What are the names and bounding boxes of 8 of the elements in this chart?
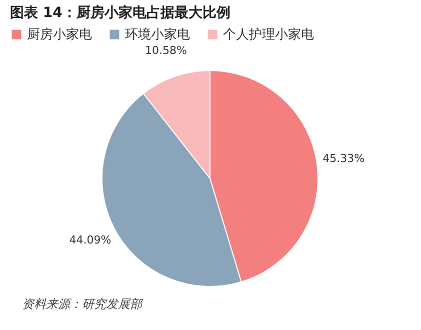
legend-label: 环境小家电 — [125, 26, 190, 43]
data-label: 10.58% — [144, 44, 187, 57]
text: 资料来源：研究发展部 — [22, 296, 142, 313]
data-label: 45.33% — [322, 152, 365, 165]
legend-label: 个人护理小家电 — [223, 26, 314, 43]
data-label: 44.09% — [69, 234, 112, 247]
legend-label: 厨房小家电 — [27, 26, 92, 43]
chart-title: 图表 14：厨房小家电占据最大比例 — [10, 4, 230, 21]
